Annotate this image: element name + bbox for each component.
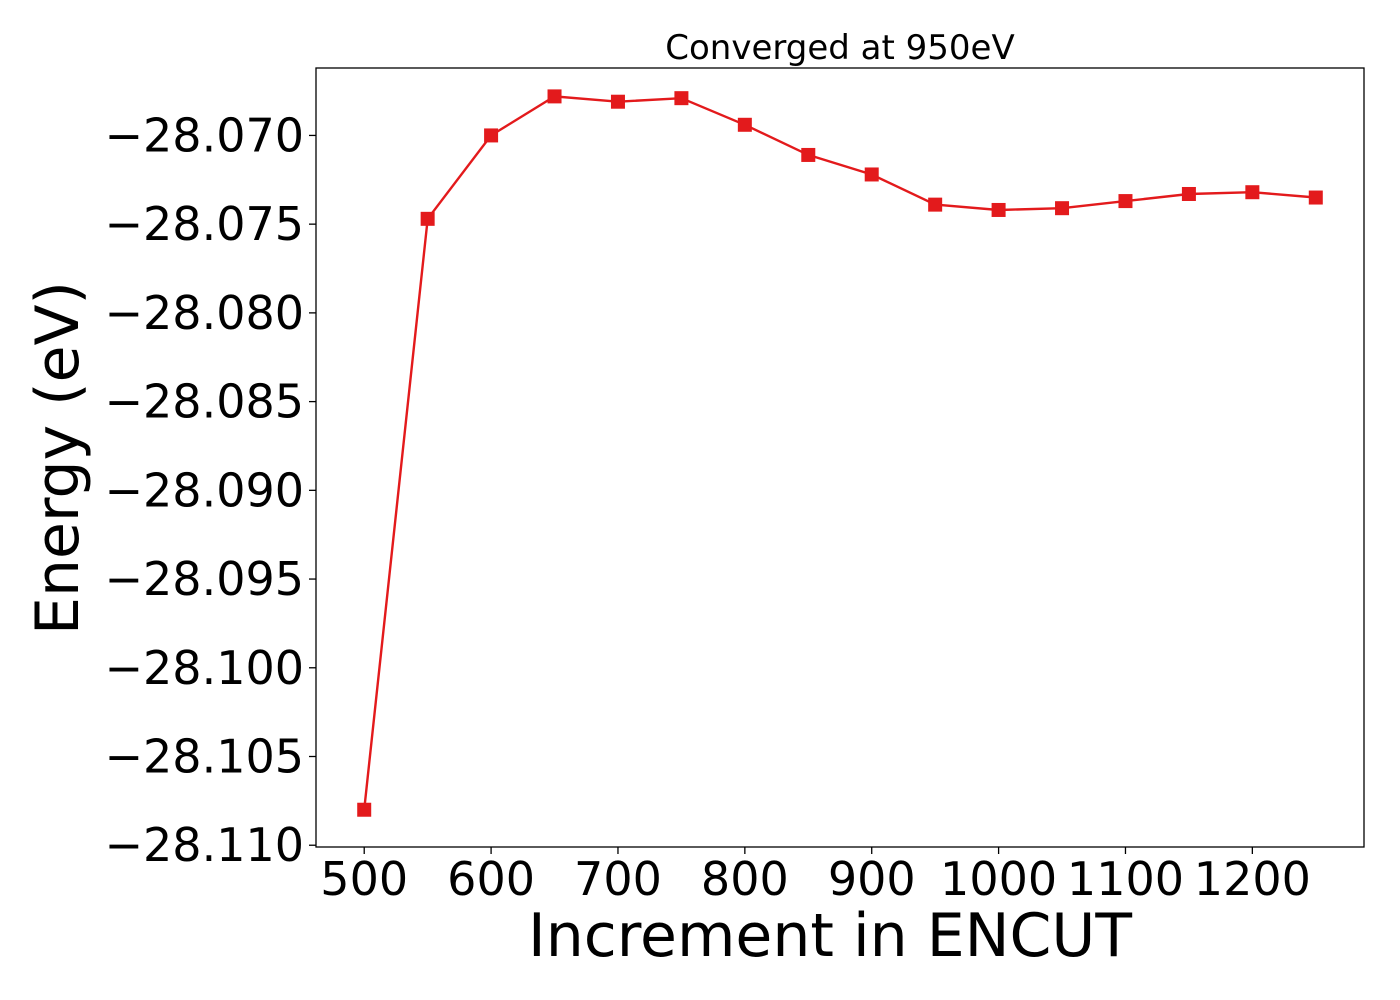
data-point xyxy=(1118,194,1133,209)
x-tick-label: 1000 xyxy=(940,852,1057,906)
y-tick-label: −28.070 xyxy=(105,108,305,162)
x-tick-label: 700 xyxy=(574,852,662,906)
y-tick-label: −28.100 xyxy=(105,641,305,695)
x-tick-label: 800 xyxy=(701,852,789,906)
y-tick-label: −28.085 xyxy=(105,375,305,429)
y-tick-label: −28.075 xyxy=(105,197,305,251)
data-point xyxy=(1181,186,1196,201)
data-point xyxy=(420,211,435,226)
y-tick-label: −28.080 xyxy=(105,286,305,340)
x-axis: 500 600 700 800 900 1000 1100 1200 xyxy=(320,847,1311,906)
data-point xyxy=(547,89,562,104)
y-tick-label: −28.110 xyxy=(105,818,305,872)
data-point xyxy=(1245,185,1260,200)
plot-area xyxy=(357,89,1323,817)
data-point xyxy=(1055,201,1070,216)
data-point xyxy=(610,94,625,109)
data-point xyxy=(991,202,1006,217)
chart-title: Converged at 950eV xyxy=(665,28,1014,68)
x-tick-label: 900 xyxy=(828,852,916,906)
x-tick-label: 600 xyxy=(447,852,535,906)
y-axis-label: Energy (eV) xyxy=(23,281,93,635)
data-point xyxy=(674,91,689,106)
data-point xyxy=(484,128,499,143)
y-tick-label: −28.095 xyxy=(105,552,305,606)
y-axis: −28.070 −28.075 −28.080 −28.085 −28.090 −28.0… xyxy=(105,108,316,872)
y-tick-label: −28.105 xyxy=(105,730,305,784)
x-tick-label: 1200 xyxy=(1194,852,1311,906)
data-point xyxy=(928,197,943,212)
y-tick-label: −28.090 xyxy=(105,463,305,517)
x-tick-label: 1100 xyxy=(1067,852,1184,906)
series-line xyxy=(363,95,1316,810)
data-point xyxy=(801,147,816,162)
data-point xyxy=(357,802,372,817)
x-axis-label: Increment in ENCUT xyxy=(528,901,1132,971)
data-point xyxy=(1308,190,1323,205)
data-point xyxy=(737,117,752,132)
data-point xyxy=(864,167,879,182)
x-tick-label: 500 xyxy=(320,852,408,906)
plot-frame xyxy=(315,67,1365,848)
